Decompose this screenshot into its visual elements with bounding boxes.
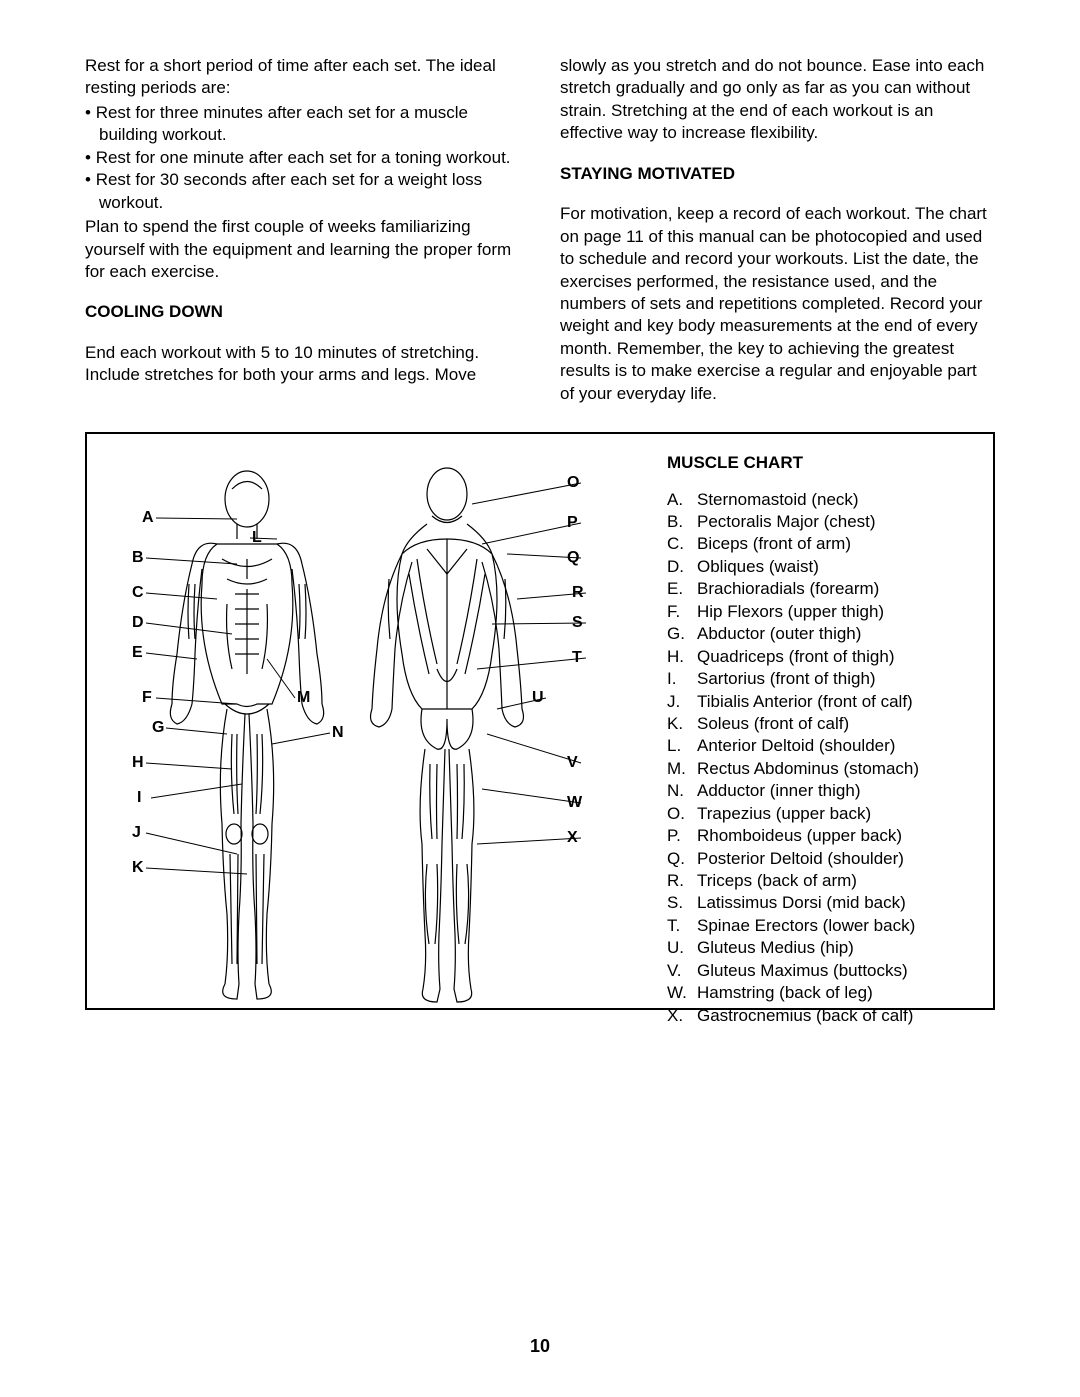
- legend-item: M.Rectus Abdominus (stomach): [667, 758, 983, 780]
- muscle-legend-list: A.Sternomastoid (neck)B.Pectoralis Major…: [667, 489, 983, 1028]
- muscle-chart-box: A BCDE FGHIJK L M N O PQRST U V WX MUSCLE CHART A.…: [85, 432, 995, 1010]
- right-column: slowly as you stretch and do not bounce.…: [560, 55, 995, 407]
- muscle-diagram: A BCDE FGHIJK L M N O PQRST U V WX: [87, 434, 647, 1008]
- plan-text: Plan to spend the first couple of weeks …: [85, 216, 520, 283]
- bullet-item: Rest for 30 seconds after each set for a…: [85, 169, 520, 214]
- page-number: 10: [0, 1336, 1080, 1357]
- diagram-label: E: [132, 644, 143, 662]
- legend-item: P.Rhomboideus (upper back): [667, 825, 983, 847]
- diagram-label: M: [297, 689, 310, 707]
- legend-item: C.Biceps (front of arm): [667, 533, 983, 555]
- diagram-label: I: [137, 789, 141, 807]
- legend-item: F.Hip Flexors (upper thigh): [667, 601, 983, 623]
- diagram-label: T: [572, 649, 582, 667]
- bullet-item: Rest for one minute after each set for a…: [85, 147, 520, 169]
- diagram-label: P: [567, 514, 578, 532]
- cooling-down-heading: COOLING DOWN: [85, 301, 520, 323]
- left-column: Rest for a short period of time after ea…: [85, 55, 520, 407]
- legend-item: G.Abductor (outer thigh): [667, 623, 983, 645]
- legend-item: H.Quadriceps (front of thigh): [667, 646, 983, 668]
- legend-item: L.Anterior Deltoid (shoulder): [667, 735, 983, 757]
- legend-item: A.Sternomastoid (neck): [667, 489, 983, 511]
- legend-item: U.Gluteus Medius (hip): [667, 937, 983, 959]
- rest-bullets: Rest for three minutes after each set fo…: [85, 102, 520, 214]
- cooling-body: End each workout with 5 to 10 minutes of…: [85, 342, 520, 387]
- legend-item: E.Brachioradials (forearm): [667, 578, 983, 600]
- legend-item: N.Adductor (inner thigh): [667, 780, 983, 802]
- staying-motivated-heading: STAYING MOTIVATED: [560, 163, 995, 185]
- bullet-item: Rest for three minutes after each set fo…: [85, 102, 520, 147]
- legend-item: R.Triceps (back of arm): [667, 870, 983, 892]
- diagram-label: L: [252, 529, 262, 547]
- legend-item: K.Soleus (front of calf): [667, 713, 983, 735]
- diagram-label: S: [572, 614, 583, 632]
- diagram-label: V: [567, 754, 578, 772]
- diagram-label: Q: [567, 549, 579, 567]
- muscle-chart-heading: MUSCLE CHART: [667, 452, 983, 474]
- muscle-legend: MUSCLE CHART A.Sternomastoid (neck)B.Pec…: [647, 434, 993, 1008]
- diagram-label: A: [142, 509, 154, 527]
- diagram-label: X: [567, 829, 578, 847]
- legend-item: W.Hamstring (back of leg): [667, 982, 983, 1004]
- diagram-label: R: [572, 584, 584, 602]
- diagram-label: F: [142, 689, 152, 707]
- legend-item: O.Trapezius (upper back): [667, 803, 983, 825]
- legend-item: B.Pectoralis Major (chest): [667, 511, 983, 533]
- legend-item: D.Obliques (waist): [667, 556, 983, 578]
- diagram-label: K: [132, 859, 144, 877]
- text-columns: Rest for a short period of time after ea…: [85, 55, 995, 407]
- diagram-label: C: [132, 584, 144, 602]
- legend-item: J.Tibialis Anterior (front of calf): [667, 691, 983, 713]
- legend-item: I.Sartorius (front of thigh): [667, 668, 983, 690]
- motivated-body: For motivation, keep a record of each wo…: [560, 203, 995, 405]
- diagram-label: B: [132, 549, 144, 567]
- diagram-label: N: [332, 724, 344, 742]
- diagram-label: D: [132, 614, 144, 632]
- anatomy-svg: [87, 434, 647, 1008]
- stretch-continuation: slowly as you stretch and do not bounce.…: [560, 55, 995, 145]
- intro-text: Rest for a short period of time after ea…: [85, 55, 520, 100]
- legend-item: T.Spinae Erectors (lower back): [667, 915, 983, 937]
- diagram-label: U: [532, 689, 544, 707]
- diagram-label: H: [132, 754, 144, 772]
- diagram-label: G: [152, 719, 164, 737]
- diagram-label: J: [132, 824, 141, 842]
- legend-item: X.Gastrocnemius (back of calf): [667, 1005, 983, 1027]
- legend-item: Q.Posterior Deltoid (shoulder): [667, 848, 983, 870]
- legend-item: V.Gluteus Maximus (buttocks): [667, 960, 983, 982]
- diagram-label: O: [567, 474, 579, 492]
- diagram-label: W: [567, 794, 582, 812]
- legend-item: S.Latissimus Dorsi (mid back): [667, 892, 983, 914]
